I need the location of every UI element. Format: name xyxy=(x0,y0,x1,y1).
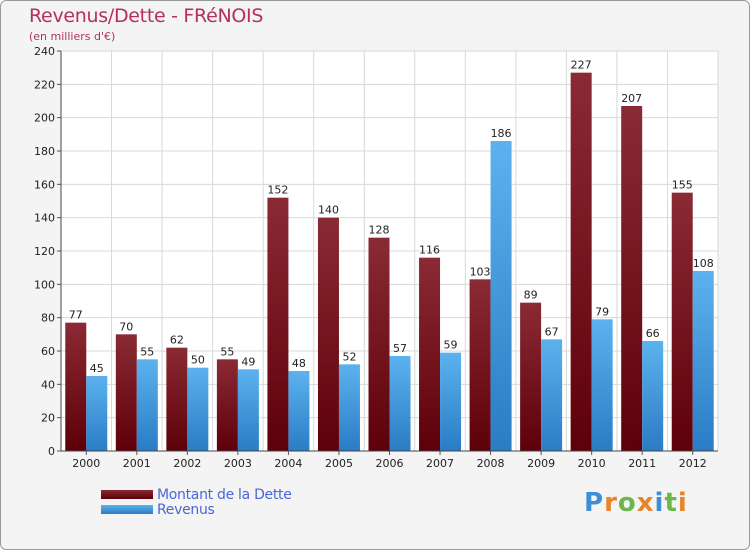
x-tick-label: 2005 xyxy=(325,457,353,470)
data-label: 70 xyxy=(119,320,133,333)
data-label: 207 xyxy=(621,92,642,105)
bar-revenus xyxy=(490,141,512,451)
legend-item-dette: Montant de la Dette xyxy=(101,486,292,503)
y-tick-label: 180 xyxy=(34,145,55,158)
logo-letter: o xyxy=(617,488,637,518)
bar-dette xyxy=(419,257,441,451)
y-tick-label: 160 xyxy=(34,178,55,191)
y-tick-label: 240 xyxy=(34,45,55,58)
bar-revenus xyxy=(642,341,664,451)
data-label: 77 xyxy=(69,309,83,322)
bar-revenus xyxy=(591,319,613,451)
bar-revenus xyxy=(288,371,310,451)
bar-revenus xyxy=(389,356,411,451)
data-label: 50 xyxy=(191,354,205,367)
bar-dette xyxy=(368,237,390,451)
data-label: 116 xyxy=(419,244,440,257)
data-label: 55 xyxy=(140,345,154,358)
data-label: 155 xyxy=(672,179,693,192)
x-tick-label: 2010 xyxy=(578,457,606,470)
y-tick-label: 120 xyxy=(34,245,55,258)
bar-dette xyxy=(469,279,491,451)
data-label: 89 xyxy=(524,289,538,302)
data-label: 49 xyxy=(241,355,255,368)
legend: Montant de la Dette Revenus xyxy=(101,486,292,518)
bar-revenus xyxy=(541,339,563,451)
data-label: 66 xyxy=(646,327,660,340)
x-tick-label: 2001 xyxy=(123,457,151,470)
bar-revenus xyxy=(440,352,462,451)
data-label: 67 xyxy=(545,325,559,338)
logo-letter: P xyxy=(584,488,605,518)
data-label: 48 xyxy=(292,357,306,370)
legend-label-revenus: Revenus xyxy=(157,501,215,518)
y-tick-label: 40 xyxy=(41,378,55,391)
data-label: 59 xyxy=(444,339,458,352)
logo-letter: i xyxy=(654,488,665,518)
data-label: 103 xyxy=(470,265,491,278)
data-label: 152 xyxy=(267,184,288,197)
y-tick-label: 140 xyxy=(34,212,55,225)
y-tick-label: 20 xyxy=(41,412,55,425)
bar-dette xyxy=(621,106,643,451)
bar-dette xyxy=(166,347,188,451)
x-tick-label: 2003 xyxy=(224,457,252,470)
logo-letter: i xyxy=(677,488,688,518)
x-tick-label: 2011 xyxy=(628,457,656,470)
legend-label-dette: Montant de la Dette xyxy=(157,486,292,503)
data-label: 52 xyxy=(342,350,356,363)
bar-revenus xyxy=(237,369,259,451)
y-tick-label: 200 xyxy=(34,112,55,125)
bar-revenus xyxy=(338,364,360,451)
y-tick-label: 80 xyxy=(41,312,55,325)
x-tick-label: 2012 xyxy=(679,457,707,470)
logo-letter: x xyxy=(636,488,655,518)
x-tick-label: 2000 xyxy=(72,457,100,470)
bar-dette xyxy=(115,334,137,451)
bar-revenus xyxy=(187,367,209,451)
y-tick-label: 60 xyxy=(41,345,55,358)
bar-dette xyxy=(520,302,542,451)
bar-revenus xyxy=(86,376,108,451)
data-label: 186 xyxy=(491,127,512,140)
data-label: 140 xyxy=(318,204,339,217)
legend-item-revenus: Revenus xyxy=(101,501,292,518)
legend-swatch-dette xyxy=(101,490,153,499)
data-label: 128 xyxy=(369,224,390,237)
bar-dette xyxy=(216,359,238,451)
y-tick-label: 0 xyxy=(48,445,55,458)
chart-title: Revenus/Dette - FRéNOIS xyxy=(29,5,264,27)
data-label: 62 xyxy=(170,334,184,347)
bar-dette xyxy=(317,217,339,451)
proxiti-logo: Proxiti xyxy=(584,488,688,518)
x-tick-label: 2008 xyxy=(477,457,505,470)
data-label: 227 xyxy=(571,59,592,72)
data-label: 45 xyxy=(90,362,104,375)
legend-swatch-revenus xyxy=(101,505,153,514)
bar-dette xyxy=(671,192,693,451)
data-label: 108 xyxy=(693,257,714,270)
chart-subtitle: (en milliers d'€) xyxy=(29,30,116,43)
bar-dette xyxy=(570,72,592,452)
data-label: 55 xyxy=(220,345,234,358)
x-tick-label: 2002 xyxy=(173,457,201,470)
logo-letter: t xyxy=(664,488,678,518)
data-label: 79 xyxy=(595,305,609,318)
x-tick-label: 2009 xyxy=(527,457,555,470)
x-tick-label: 2004 xyxy=(274,457,302,470)
y-tick-label: 100 xyxy=(34,278,55,291)
logo-letter: r xyxy=(604,488,618,518)
data-label: 57 xyxy=(393,342,407,355)
bar-dette xyxy=(65,322,87,451)
bar-revenus xyxy=(692,271,714,451)
bar-dette xyxy=(267,197,289,451)
x-tick-label: 2006 xyxy=(376,457,404,470)
y-tick-label: 220 xyxy=(34,78,55,91)
x-tick-label: 2007 xyxy=(426,457,454,470)
bar-revenus xyxy=(136,359,158,451)
